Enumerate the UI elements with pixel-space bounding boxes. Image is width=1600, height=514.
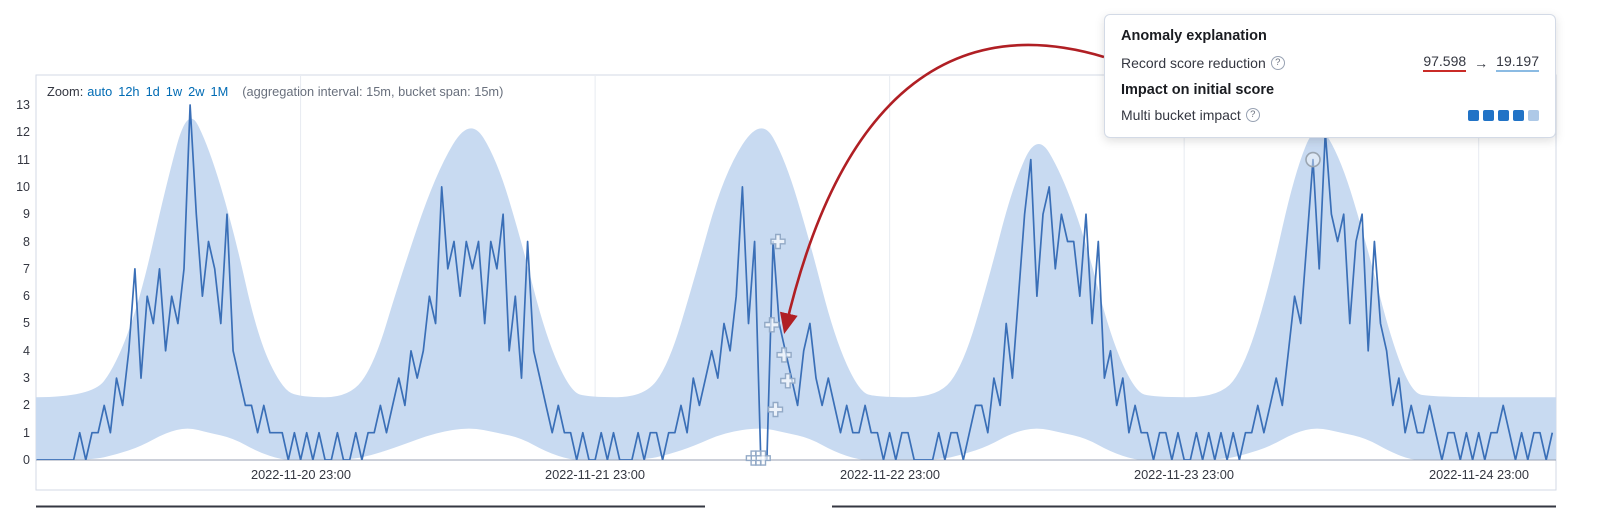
x-axis-tick-label: 2022-11-22 23:00 [839,467,941,482]
multi-bucket-anomaly-marker-icon[interactable] [767,401,784,418]
y-axis-tick-label: 13 [16,98,30,112]
impact-section-title: Impact on initial score [1121,82,1275,98]
record-score-values: 97.598 → 19.197 [1423,53,1539,72]
explanation-arrow-icon [779,43,1105,334]
zoom-links: auto 12h 1d 1w 2w 1M [87,84,234,99]
impact-square [1513,109,1524,121]
zoom-option-1d[interactable]: 1d [145,84,160,99]
zoom-label: Zoom: [47,84,84,99]
y-axis-tick-label: 0 [23,453,30,467]
y-axis-tick-label: 8 [23,235,30,249]
multi-bucket-anomaly-marker-icon[interactable] [770,233,786,250]
impact-square [1468,109,1479,121]
multi-bucket-row: Multi bucket impact ? [1121,107,1539,123]
actual-series-line [36,104,1554,460]
y-axis-tick-label: 1 [23,426,30,440]
y-axis-tick-label: 6 [23,289,30,303]
impact-square [1483,109,1494,121]
arrow-right-icon: → [1474,54,1489,71]
aggregation-note: (aggregation interval: 15m, bucket span:… [242,84,504,99]
anomaly-explanation-popup: Anomaly explanation Record score reducti… [1104,14,1556,138]
zoom-option-2w[interactable]: 2w [188,84,205,99]
impact-square [1498,109,1509,121]
multi-bucket-label: Multi bucket impact [1121,107,1241,123]
y-axis-tick-label: 5 [23,316,30,330]
y-axis-tick-label: 7 [23,262,30,276]
x-axis-tick-label: 2022-11-21 23:00 [544,467,646,482]
help-icon[interactable]: ? [1270,55,1285,70]
record-score-label: Record score reduction [1121,54,1266,71]
zoom-option-auto[interactable]: auto [87,84,113,99]
popup-title: Anomaly explanation [1121,28,1267,44]
x-axis-tick-label: 2022-11-24 23:00 [1428,467,1530,482]
x-axis-tick-label: 2022-11-20 23:00 [250,467,352,482]
zoom-controls: Zoom: auto 12h 1d 1w 2w 1M (aggregation interva… [47,84,503,99]
multi-bucket-anomaly-marker-icon[interactable] [780,373,796,389]
record-score-row: Record score reduction ? 97.598 → 19.197 [1121,53,1539,72]
y-axis-tick-label: 12 [16,125,30,139]
impact-square [1528,109,1539,121]
multi-bucket-impact-indicator [1468,109,1539,121]
multi-bucket-anomaly-marker-icon[interactable] [764,317,780,333]
x-axis-tick-label: 2022-11-23 23:00 [1133,467,1235,482]
y-axis-tick-label: 11 [17,153,30,167]
zoom-option-1M[interactable]: 1M [210,84,229,99]
multi-bucket-anomaly-marker-icon[interactable] [755,450,771,466]
y-axis-tick-label: 3 [23,371,30,385]
y-axis-tick-label: 9 [23,207,30,221]
help-icon[interactable]: ? [1245,108,1260,122]
score-from: 97.598 [1423,53,1467,72]
score-to: 19.197 [1496,53,1539,72]
y-axis-tick-label: 4 [23,344,30,358]
zoom-option-12h[interactable]: 12h [118,84,140,99]
y-axis-tick-label: 10 [16,180,30,194]
y-axis-tick-label: 2 [23,398,30,412]
multi-bucket-anomaly-marker-icon[interactable] [776,347,792,363]
anomaly-marker-circle-icon[interactable] [1305,151,1321,168]
zoom-option-1w[interactable]: 1w [165,84,183,99]
